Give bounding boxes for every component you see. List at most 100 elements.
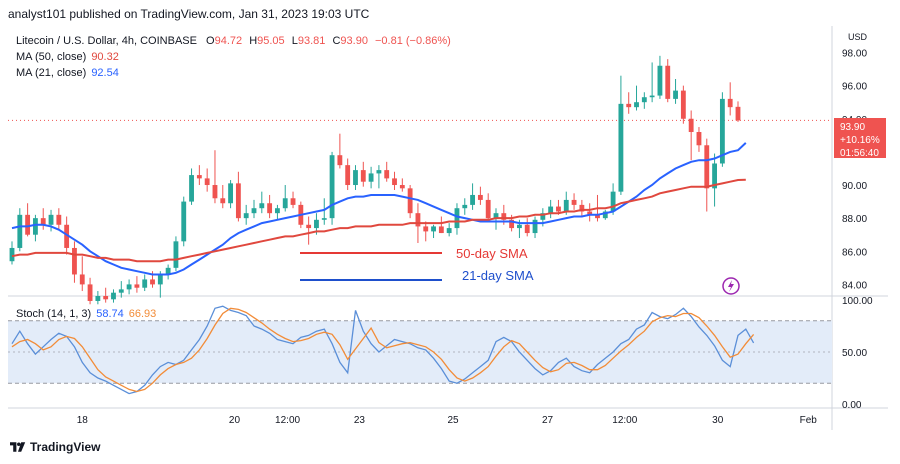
- time-label: 27: [542, 415, 554, 426]
- stoch-k-line: [11, 305, 755, 395]
- candle-body: [524, 224, 530, 234]
- svg-text:Litecoin / U.S. Dollar, 4h, CO: Litecoin / U.S. Dollar, 4h, COINBASE O94…: [16, 35, 451, 47]
- candle-body: [665, 65, 671, 99]
- legend-stoch: Stoch (14, 1, 3): [16, 308, 91, 320]
- candle-body: [735, 106, 741, 121]
- candle-body: [454, 208, 460, 229]
- price-tick-label: 98.00: [842, 49, 867, 60]
- time-label: 25: [448, 415, 460, 426]
- candle-body: [634, 102, 639, 108]
- candle-body: [384, 170, 390, 179]
- candle-body: [79, 274, 85, 285]
- candle-body: [220, 198, 226, 204]
- price-tick-label: 84.00: [842, 280, 867, 291]
- legend-symbol: Litecoin / U.S. Dollar, 4h, COINBASE: [16, 35, 197, 47]
- candle-body: [251, 208, 257, 214]
- candle-body: [368, 173, 374, 182]
- candle-body: [446, 228, 452, 234]
- candle-body: [173, 241, 179, 268]
- candle-body: [392, 178, 397, 186]
- tradingview-logo-text: TradingView: [30, 440, 101, 454]
- alert-lightning-icon[interactable]: [722, 277, 740, 295]
- time-label: 23: [354, 415, 366, 426]
- candle-body: [415, 213, 421, 227]
- candle-body: [282, 198, 288, 209]
- tradingview-logo[interactable]: TradingView: [10, 440, 100, 454]
- candle-body: [204, 178, 210, 186]
- candle-body: [290, 198, 296, 205]
- stoch-d-line: [11, 307, 755, 393]
- candle-body: [680, 90, 686, 119]
- svg-text:MA (21, close)92.54: MA (21, close) 92.54: [16, 67, 119, 79]
- publish-text: analyst101 published on TradingView.com,…: [8, 7, 370, 21]
- candle-body: [712, 163, 718, 189]
- candle-body: [345, 165, 351, 186]
- candle-body: [321, 218, 327, 220]
- candle-body: [126, 284, 132, 290]
- candle-body: [337, 155, 343, 166]
- candle-body: [360, 170, 366, 182]
- stoch-tick-label: 50.00: [842, 348, 867, 359]
- candle-body: [438, 226, 444, 234]
- time-label: 30: [712, 415, 724, 426]
- candle-body: [118, 289, 124, 293]
- candle-body: [641, 97, 647, 103]
- candle-body: [657, 65, 663, 96]
- candle-body: [618, 103, 624, 192]
- candle-body: [579, 204, 585, 212]
- candle-body: [563, 199, 569, 212]
- candle-body: [32, 218, 38, 235]
- candle-body: [556, 206, 561, 212]
- currency-label: USD: [848, 32, 868, 42]
- candle-body: [548, 206, 554, 214]
- time-axis-labels: 18 20 12:00 23 25 27 12:00 30 Feb: [77, 415, 818, 426]
- time-label: 20: [229, 415, 241, 426]
- candle-body: [228, 183, 234, 204]
- legend-ma50: MA (50, close): [16, 51, 86, 63]
- candle-body: [157, 274, 163, 285]
- legend-ma21: MA (21, close): [16, 67, 86, 79]
- candle-body: [727, 98, 733, 108]
- candle-body: [165, 267, 171, 275]
- candle-body: [150, 279, 155, 285]
- candle-body: [95, 296, 101, 301]
- candle-body: [532, 219, 538, 234]
- candle-body: [571, 199, 577, 205]
- candle-body: [353, 170, 358, 186]
- candle-body: [477, 194, 483, 200]
- tradingview-logo-icon: [10, 442, 26, 452]
- candle-body: [399, 185, 405, 189]
- badge-countdown: 01:56:40: [840, 148, 879, 159]
- candle-body: [64, 224, 70, 248]
- candle-body: [56, 214, 62, 225]
- candle-body: [423, 226, 429, 232]
- candle-body: [485, 199, 491, 219]
- candle-body: [696, 132, 702, 146]
- candle-body: [48, 214, 54, 225]
- candle-body: [17, 214, 23, 248]
- svg-text:MA (50, close)90.32: MA (50, close) 90.32: [16, 51, 119, 63]
- candle-body: [189, 175, 194, 202]
- price-tick-label: 86.00: [842, 247, 867, 258]
- price-badge: 93.90 +10.16% 01:56:40: [834, 118, 886, 159]
- sma50-annotation-text: 50-day SMA: [456, 246, 528, 261]
- time-label: 18: [77, 415, 89, 426]
- candle-body: [540, 213, 546, 220]
- candle-body: [376, 170, 382, 174]
- candle-body: [243, 213, 249, 219]
- candle-body: [9, 247, 15, 262]
- price-tick-label: 96.00: [842, 82, 867, 93]
- candle-body: [103, 296, 109, 300]
- candle-body: [134, 284, 140, 288]
- candle-body: [602, 211, 608, 219]
- candle-body: [212, 185, 218, 199]
- candle-body: [181, 201, 187, 242]
- candle-body: [610, 191, 616, 212]
- time-label: 12:00: [612, 415, 637, 426]
- candle-body: [704, 145, 710, 189]
- candle-body: [470, 194, 476, 205]
- candle-body: [407, 188, 413, 214]
- badge-price: 93.90: [840, 122, 865, 133]
